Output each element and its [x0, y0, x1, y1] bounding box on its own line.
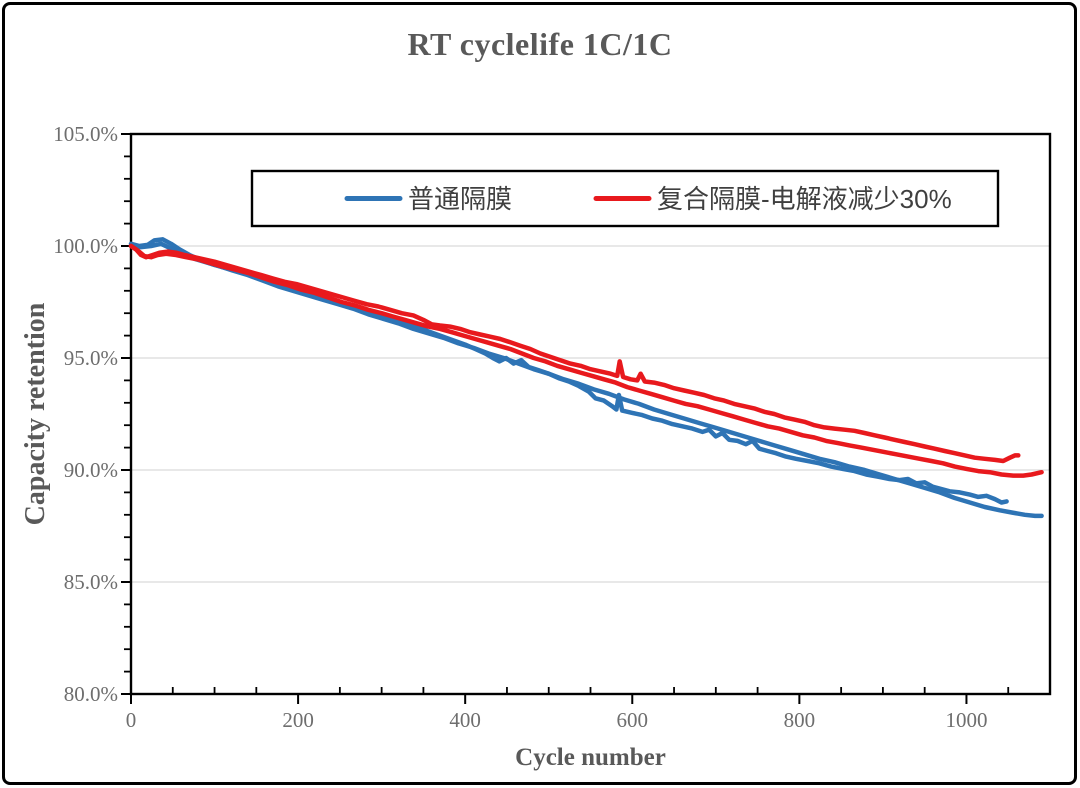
legend-label: 普通隔膜 [408, 184, 512, 214]
x-axis-title: Cycle number [515, 744, 666, 771]
y-tick-label: 95.0% [64, 346, 118, 370]
x-tick-label: 800 [784, 708, 816, 732]
x-tick-label: 600 [617, 708, 649, 732]
y-tick-label: 105.0% [53, 122, 118, 146]
chart-title: RT cyclelife 1C/1C [407, 26, 673, 62]
y-tick-label: 90.0% [64, 458, 118, 482]
y-tick-label: 85.0% [64, 570, 118, 594]
x-tick-label: 0 [126, 708, 137, 732]
series-fuhe-gemo-line-2 [128, 243, 1044, 478]
legend-label: 复合隔膜-电解液减少30% [657, 184, 952, 214]
y-tick-label: 80.0% [64, 682, 118, 706]
x-tick-label: 1000 [945, 708, 987, 732]
series-putong-gemo-line-2 [128, 241, 1044, 519]
x-tick-label: 200 [282, 708, 314, 732]
series-fuhe-gemo-line-1 [128, 243, 1021, 464]
x-tick-label: 400 [449, 708, 481, 732]
y-tick-label: 100.0% [53, 234, 118, 258]
